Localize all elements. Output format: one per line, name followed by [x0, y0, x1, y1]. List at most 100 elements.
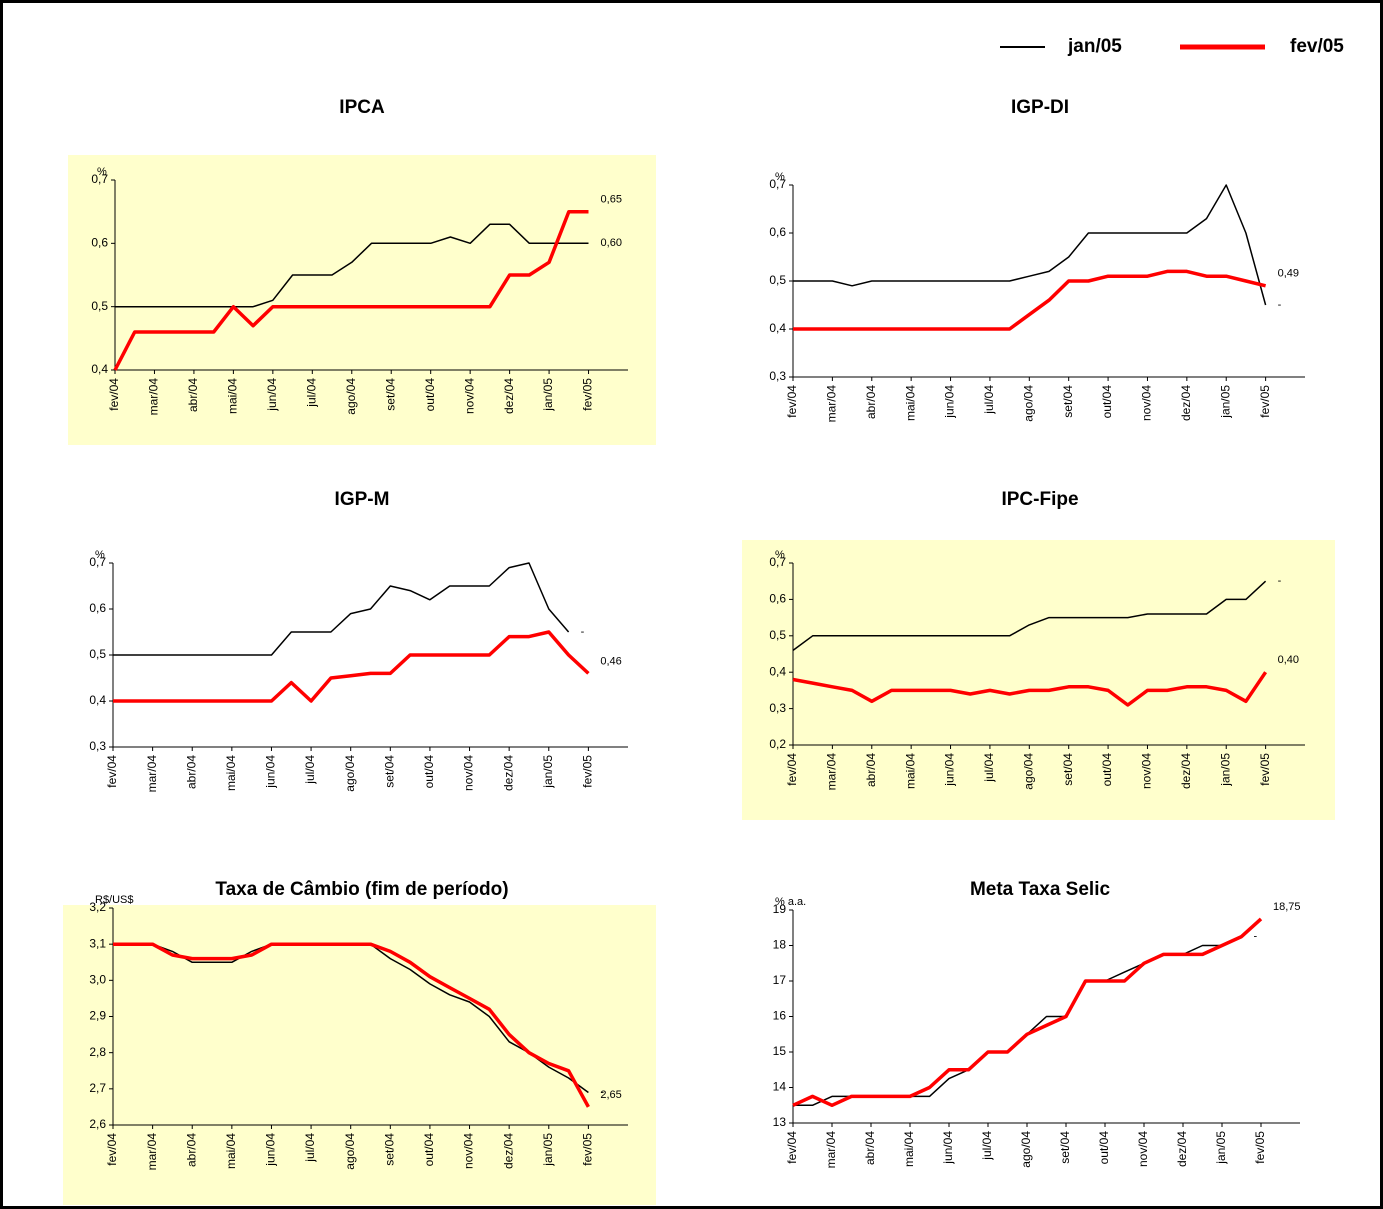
y-tick-label: 0,6 [91, 236, 108, 250]
y-axis-label: % [95, 549, 105, 561]
x-tick-label: set/04 [1061, 385, 1075, 418]
x-tick-label: mai/04 [224, 755, 238, 791]
y-axis-label: R$/US$ [95, 894, 134, 906]
chart-title: IPC-Fipe [1001, 489, 1078, 510]
legend-label: fev/05 [1290, 36, 1344, 57]
y-tick-label: 14 [773, 1080, 787, 1094]
x-tick-label: jan/05 [1218, 385, 1232, 419]
x-tick-label: abr/04 [864, 385, 878, 419]
y-axis-label: % [97, 166, 107, 178]
series-line [792, 580, 1267, 652]
x-tick-label: out/04 [422, 1133, 436, 1167]
end-label: 18,75 [1273, 901, 1301, 913]
panel-background [63, 905, 656, 1205]
y-tick-label: 0,5 [89, 647, 106, 661]
x-tick-label: dez/04 [502, 378, 516, 414]
x-tick-label: jan/05 [541, 378, 555, 412]
end-label: - [1254, 931, 1258, 943]
x-tick-label: abr/04 [184, 1133, 198, 1167]
y-tick-label: 3,2 [89, 900, 106, 914]
x-tick-label: jan/05 [541, 1133, 555, 1167]
x-tick-label: dez/04 [1179, 753, 1193, 789]
x-tick-label: jun/04 [941, 1131, 955, 1165]
y-tick-label: 0,7 [769, 555, 786, 569]
x-tick-label: mar/04 [147, 378, 161, 416]
end-label: 2,65 [600, 1089, 621, 1101]
x-tick-label: ago/04 [343, 1133, 357, 1170]
x-tick-label: jun/04 [264, 1133, 278, 1167]
end-label: - [581, 626, 585, 638]
x-tick-label: nov/04 [462, 755, 476, 791]
x-tick-label: out/04 [423, 378, 437, 412]
y-tick-label: 19 [773, 902, 787, 916]
x-tick-label: mai/04 [903, 385, 917, 421]
x-tick-label: set/04 [383, 378, 397, 411]
x-tick-label: fev/05 [1253, 1131, 1267, 1164]
series-line [793, 184, 1267, 306]
y-tick-label: 15 [773, 1044, 787, 1058]
x-tick-label: mai/04 [903, 753, 917, 789]
y-tick-label: 0,4 [769, 321, 786, 335]
y-tick-label: 3,1 [89, 936, 106, 950]
x-tick-label: abr/04 [186, 378, 200, 412]
x-tick-label: jan/05 [1218, 753, 1232, 787]
end-label: - [1278, 575, 1282, 587]
x-tick-label: fev/05 [581, 755, 595, 788]
end-label: 0,46 [600, 655, 621, 667]
x-tick-label: ago/04 [1021, 385, 1035, 422]
chart-title: Taxa de Câmbio (fim de período) [215, 879, 508, 900]
end-label: 0,49 [1278, 268, 1299, 280]
x-tick-label: dez/04 [501, 755, 515, 791]
y-tick-label: 2,6 [89, 1117, 106, 1131]
series-line [793, 269, 1267, 331]
y-axis-label: % [775, 549, 785, 561]
chart-title: IGP-M [335, 489, 390, 510]
x-tick-label: fev/04 [785, 385, 799, 418]
x-tick-label: ago/04 [1021, 753, 1035, 790]
y-tick-label: 0,7 [89, 555, 106, 569]
x-tick-label: fev/04 [785, 753, 799, 786]
x-tick-label: set/04 [1061, 753, 1075, 786]
y-tick-label: 0,2 [769, 737, 786, 751]
x-tick-label: jan/05 [541, 755, 555, 789]
y-tick-label: 3,0 [89, 973, 106, 987]
y-tick-label: 0,7 [91, 172, 108, 186]
x-tick-label: mai/04 [226, 378, 240, 414]
x-tick-label: dez/04 [501, 1133, 515, 1169]
series-line [792, 671, 1268, 707]
x-tick-label: jul/04 [982, 753, 996, 783]
y-tick-label: 0,7 [769, 177, 786, 191]
x-tick-label: jun/04 [943, 385, 957, 419]
y-tick-label: 0,6 [769, 225, 786, 239]
x-tick-label: nov/04 [1140, 753, 1154, 789]
x-tick-label: ago/04 [344, 378, 358, 415]
x-tick-label: fev/05 [581, 378, 595, 411]
y-tick-label: 17 [773, 973, 787, 987]
x-tick-label: set/04 [1058, 1131, 1072, 1164]
x-tick-label: jul/04 [304, 378, 318, 408]
y-axis-label: % [775, 171, 785, 183]
x-tick-label: fev/05 [1258, 385, 1272, 418]
y-tick-label: 18 [773, 938, 787, 952]
x-tick-label: abr/04 [184, 755, 198, 789]
x-tick-label: jul/04 [303, 755, 317, 785]
x-tick-label: set/04 [382, 1133, 396, 1166]
x-tick-label: dez/04 [1175, 1131, 1189, 1167]
x-tick-label: jul/04 [303, 1133, 317, 1163]
y-tick-label: 16 [773, 1009, 787, 1023]
x-tick-label: nov/04 [1140, 385, 1154, 421]
legend-label: jan/05 [1067, 36, 1122, 57]
y-tick-label: 0,3 [89, 739, 106, 753]
x-tick-label: mar/04 [825, 385, 839, 423]
end-label: 0,65 [601, 194, 622, 206]
x-tick-label: dez/04 [1179, 385, 1193, 421]
y-axis-label: % a.a. [775, 896, 806, 908]
end-label: 0,40 [1278, 654, 1299, 666]
x-tick-label: fev/05 [1258, 753, 1272, 786]
x-tick-label: nov/04 [462, 378, 476, 414]
x-tick-label: out/04 [422, 755, 436, 789]
x-tick-label: mai/04 [902, 1131, 916, 1167]
x-tick-label: mar/04 [824, 1131, 838, 1169]
